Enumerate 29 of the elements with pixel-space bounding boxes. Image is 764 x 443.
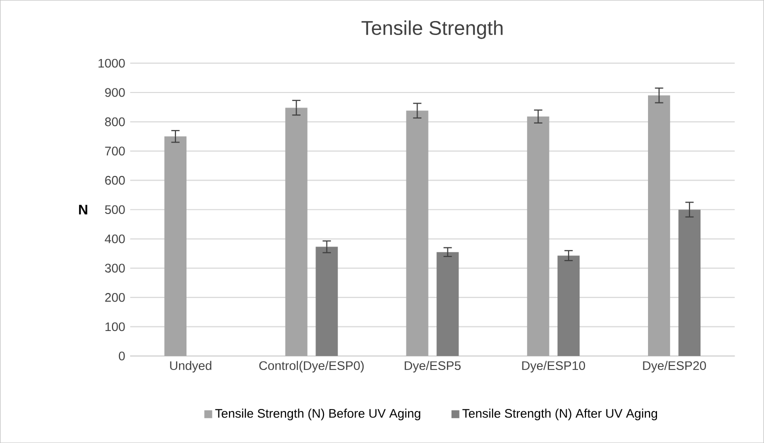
bar [527,116,550,356]
legend-label: Tensile Strength (N) Before UV Aging [215,408,420,420]
bar [285,108,308,356]
bar [406,110,428,356]
y-tick-label: 300 [105,264,125,272]
x-tick-label: Dye/ESP10 [522,360,586,372]
y-tick-label: 600 [105,176,125,185]
y-tick-label: 800 [105,117,125,126]
y-tick-label: 900 [105,88,125,97]
y-tick-label: 700 [105,146,125,156]
legend-label: Tensile Strength (N) After UV Aging [462,408,658,420]
chart-title: Tensile Strength [362,20,503,39]
x-tick-label: Dye/ESP20 [643,360,706,372]
y-tick-label: 100 [106,322,125,332]
y-tick-label: 500 [105,205,125,214]
y-tick-label: 1000 [98,58,125,68]
y-tick-label: 0 [118,351,125,360]
bar [316,246,338,356]
x-tick-label: Undyed [170,360,212,372]
bar [164,136,186,356]
x-tick-label: Control(Dye/ESP0) [259,360,364,372]
bar [648,95,670,356]
x-tick-label: Dye/ESP5 [404,360,461,372]
bar [558,255,580,356]
bar [678,210,701,356]
bar [436,252,459,356]
y-tick-label: 400 [104,234,125,244]
y-axis-title: N [79,204,88,214]
y-tick-label: 200 [105,292,125,302]
